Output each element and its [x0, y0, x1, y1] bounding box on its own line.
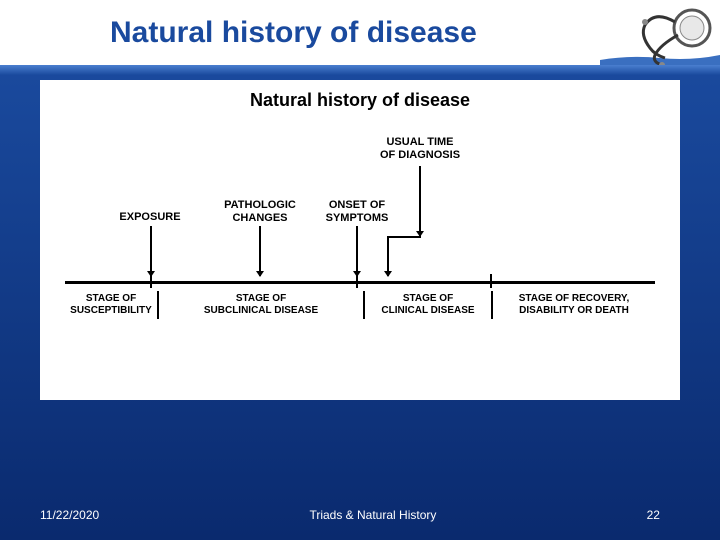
tick-1 [150, 274, 152, 288]
text: CHANGES [232, 212, 287, 224]
text: DISABILITY OR DEATH [519, 305, 629, 316]
text: PATHOLOGIC [224, 199, 296, 211]
text: STAGE OF RECOVERY, [519, 293, 630, 304]
stage-row: STAGE OF SUSCEPTIBILITY STAGE OF SUBCLIN… [65, 291, 655, 319]
stage-recovery: STAGE OF RECOVERY, DISABILITY OR DEATH [493, 291, 655, 319]
diagram-title: Natural history of disease [60, 90, 660, 111]
stage-susceptibility: STAGE OF SUSCEPTIBILITY [65, 291, 159, 319]
text: USUAL TIME [386, 136, 453, 148]
footer-date: 11/22/2020 [40, 508, 99, 522]
tick-3 [490, 274, 492, 288]
text: SUSCEPTIBILITY [70, 305, 152, 316]
slide-footer: 11/22/2020 Triads & Natural History 22 [0, 508, 720, 522]
arrow-exposure [150, 226, 152, 276]
text: OF DIAGNOSIS [380, 149, 460, 161]
text: STAGE OF [403, 293, 453, 304]
label-pathologic: PATHOLOGIC CHANGES [215, 199, 305, 225]
footer-page: 22 [647, 508, 680, 522]
text: SUBCLINICAL DISEASE [204, 305, 318, 316]
header-accent-bar [0, 65, 720, 75]
arrow-pathologic [259, 226, 261, 276]
diagram-panel: Natural history of disease USUAL TIME OF… [40, 80, 680, 400]
stage-clinical: STAGE OF CLINICAL DISEASE [365, 291, 493, 319]
branch-diagnosis [387, 236, 421, 238]
timeline-axis [65, 281, 655, 284]
footer-center: Triads & Natural History [309, 508, 436, 522]
label-usual-time: USUAL TIME OF DIAGNOSIS [370, 136, 470, 162]
text: STAGE OF [236, 293, 286, 304]
text: ONSET OF [329, 199, 385, 211]
text: EXPOSURE [119, 211, 180, 223]
text: CLINICAL DISEASE [381, 305, 474, 316]
arrow-diagnosis [419, 166, 421, 236]
tick-2 [356, 274, 358, 288]
slide-title: Natural history of disease [110, 16, 477, 50]
label-exposure: EXPOSURE [110, 211, 190, 224]
text: SYMPTOMS [326, 212, 389, 224]
label-onset: ONSET OF SYMPTOMS [317, 199, 397, 225]
slide: Natural history of disease Natural histo… [0, 0, 720, 540]
stage-subclinical: STAGE OF SUBCLINICAL DISEASE [159, 291, 365, 319]
arrow-onset [356, 226, 358, 276]
stethoscope-icon [600, 0, 720, 75]
text: STAGE OF [86, 293, 136, 304]
arrow-diagnosis-left [387, 236, 389, 276]
timeline-diagram: USUAL TIME OF DIAGNOSIS EXPOSURE PATHOLO… [60, 131, 660, 371]
